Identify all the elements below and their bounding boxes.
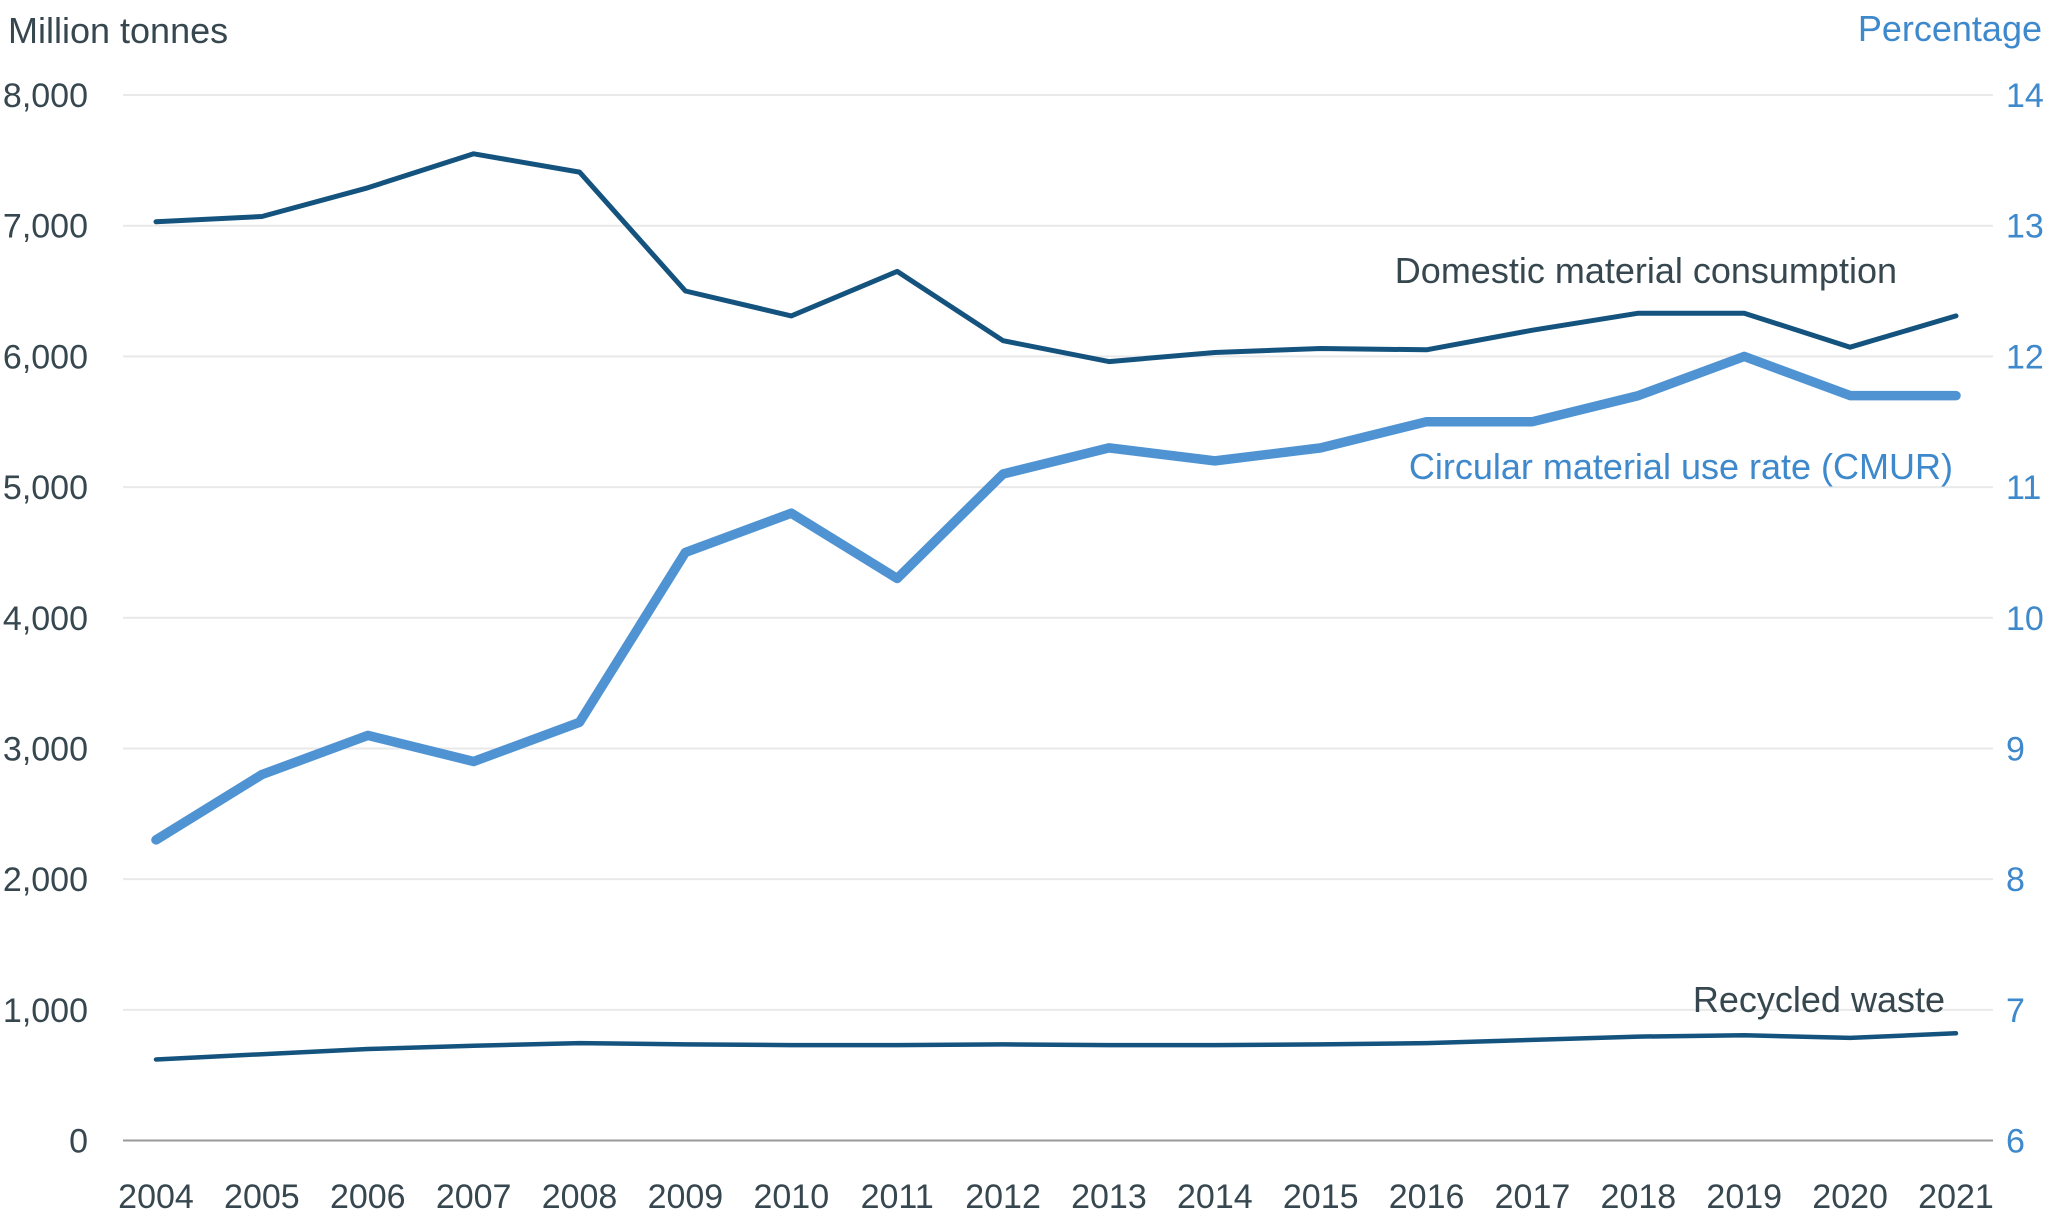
x-axis-tick-label: 2016 <box>1389 1178 1465 1216</box>
x-axis-tick-label: 2015 <box>1283 1178 1359 1216</box>
left-axis-tick-label: 3,000 <box>3 730 88 768</box>
left-axis-tick-label: 5,000 <box>3 469 88 507</box>
left-axis-tick-label: 2,000 <box>3 861 88 899</box>
x-axis-tick-label: 2010 <box>753 1178 829 1216</box>
x-axis-tick-label: 2021 <box>1918 1178 1994 1216</box>
left-axis-title: Million tonnes <box>8 10 229 51</box>
x-axis-tick-label: 2020 <box>1812 1178 1888 1216</box>
x-axis-tick-label: 2008 <box>542 1178 618 1216</box>
left-axis-tick-label: 6,000 <box>3 338 88 376</box>
left-axis-tick-label: 1,000 <box>3 992 88 1030</box>
x-axis-tick-label: 2017 <box>1495 1178 1571 1216</box>
x-axis-tick-label: 2007 <box>436 1178 512 1216</box>
x-axis-tick-label: 2013 <box>1071 1178 1147 1216</box>
right-axis-tick-label: 10 <box>2006 600 2044 638</box>
x-axis-tick-label: 2006 <box>330 1178 406 1216</box>
right-axis-tick-label: 9 <box>2006 730 2025 768</box>
x-axis-tick-label: 2005 <box>224 1178 300 1216</box>
series-label-circular-material-use-rate: Circular material use rate (CMUR) <box>1408 446 1953 487</box>
series-line-circular-material-use-rate-cmur <box>151 351 1961 845</box>
x-axis-tick-label: 2012 <box>965 1178 1041 1216</box>
left-axis-tick-label: 0 <box>69 1123 88 1161</box>
left-axis-tick-label: 4,000 <box>3 600 88 638</box>
right-axis-tick-label: 12 <box>2006 338 2044 376</box>
right-axis-tick-label: 11 <box>2006 469 2041 507</box>
right-axis-tick-label: 6 <box>2006 1123 2025 1161</box>
x-axis-tick-label: 2014 <box>1177 1178 1253 1216</box>
x-axis-tick-label: 2004 <box>118 1178 194 1216</box>
left-axis-tick-label: 7,000 <box>3 208 88 246</box>
right-axis-tick-label: 14 <box>2006 77 2044 115</box>
series-line-domestic-material-consumption <box>153 151 1959 365</box>
series-line-recycled-waste <box>153 1031 1959 1062</box>
x-axis-tick-label: 2018 <box>1601 1178 1677 1216</box>
x-axis-tick-label: 2011 <box>861 1178 934 1216</box>
x-axis-tick-label: 2019 <box>1706 1178 1782 1216</box>
right-axis-tick-label: 8 <box>2006 861 2025 899</box>
right-axis-tick-label: 13 <box>2006 208 2044 246</box>
left-axis-tick-label: 8,000 <box>3 77 88 115</box>
x-axis-tick-label: 2009 <box>648 1178 724 1216</box>
series-label-domestic-material-consumption: Domestic material consumption <box>1394 250 1897 291</box>
right-axis-title: Percentage <box>1857 8 2042 49</box>
right-axis-tick-label: 7 <box>2006 992 2025 1030</box>
series-label-recycled-waste: Recycled waste <box>1692 979 1945 1020</box>
